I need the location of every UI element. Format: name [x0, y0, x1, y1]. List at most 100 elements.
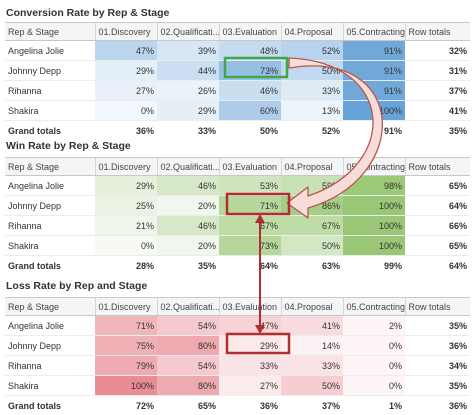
rep-name: Johnny Depp [5, 61, 95, 81]
value-cell[interactable]: 50% [281, 376, 343, 396]
value-cell[interactable]: 50% [281, 236, 343, 256]
value-cell[interactable]: 100% [343, 216, 405, 236]
col-header-rep[interactable]: Rep & Stage [5, 158, 95, 176]
value-cell[interactable]: 0% [343, 356, 405, 376]
value-cell[interactable]: 21% [95, 216, 157, 236]
value-cell[interactable]: 98% [343, 176, 405, 196]
value-cell[interactable]: 100% [343, 236, 405, 256]
value-cell[interactable]: 91% [343, 81, 405, 101]
value-cell[interactable]: 73% [219, 236, 281, 256]
value-cell[interactable]: 47% [219, 316, 281, 336]
value-cell[interactable]: 39% [157, 41, 219, 61]
col-header-row-totals[interactable]: Row totals [405, 298, 470, 316]
value-cell[interactable]: 50% [281, 61, 343, 81]
loss-rate-table: Rep & Stage 01.Discovery 02.Qualificati.… [5, 297, 470, 415]
value-cell[interactable]: 29% [95, 61, 157, 81]
col-header-proposal[interactable]: 04.Proposal [281, 23, 343, 41]
rep-name: Shakira [5, 101, 95, 121]
rep-name: Shakira [5, 236, 95, 256]
value-cell[interactable]: 0% [95, 236, 157, 256]
value-cell[interactable]: 86% [281, 196, 343, 216]
value-cell[interactable]: 67% [281, 216, 343, 236]
col-header-proposal[interactable]: 04.Proposal [281, 298, 343, 316]
value-cell[interactable]: 46% [157, 216, 219, 236]
value-cell[interactable]: 54% [157, 356, 219, 376]
value-cell[interactable]: 100% [95, 376, 157, 396]
value-cell[interactable]: 100% [343, 196, 405, 216]
value-cell[interactable]: 100% [343, 101, 405, 121]
value-cell[interactable]: 71% [219, 196, 281, 216]
value-cell[interactable]: 33% [219, 356, 281, 376]
value-cell[interactable]: 47% [95, 41, 157, 61]
value-cell[interactable]: 14% [281, 336, 343, 356]
value-cell[interactable]: 33% [281, 356, 343, 376]
win-rate-table: Rep & Stage 01.Discovery 02.Qualificati.… [5, 157, 470, 275]
value-cell[interactable]: 41% [281, 316, 343, 336]
value-cell[interactable]: 27% [219, 376, 281, 396]
col-header-evaluation[interactable]: 03.Evaluation [219, 158, 281, 176]
value-cell[interactable]: 73% [219, 61, 281, 81]
table-row: Shakira 100% 80% 27% 50% 0% 35% [5, 376, 470, 396]
value-cell[interactable]: 60% [219, 101, 281, 121]
value-cell[interactable]: 91% [343, 61, 405, 81]
value-cell[interactable]: 26% [157, 81, 219, 101]
col-header-discovery[interactable]: 01.Discovery [95, 158, 157, 176]
col-header-qualification[interactable]: 02.Qualificati... [157, 23, 219, 41]
value-cell[interactable]: 20% [157, 236, 219, 256]
value-cell[interactable]: 91% [343, 41, 405, 61]
value-cell[interactable]: 13% [281, 101, 343, 121]
col-header-rep[interactable]: Rep & Stage [5, 23, 95, 41]
value-cell[interactable]: 79% [95, 356, 157, 376]
value-cell[interactable]: 54% [157, 316, 219, 336]
col-header-contracting[interactable]: 05.Contracting [343, 298, 405, 316]
rep-name: Rihanna [5, 81, 95, 101]
value-cell[interactable]: 71% [95, 316, 157, 336]
col-header-evaluation[interactable]: 03.Evaluation [219, 23, 281, 41]
value-cell[interactable]: 59% [281, 176, 343, 196]
col-header-evaluation[interactable]: 03.Evaluation [219, 298, 281, 316]
col-header-qualification[interactable]: 02.Qualificati... [157, 158, 219, 176]
col-header-row-totals[interactable]: Row totals [405, 158, 470, 176]
grand-total-cell: 28% [95, 256, 157, 276]
header-row: Rep & Stage 01.Discovery 02.Qualificati.… [5, 23, 470, 41]
grand-total-cell: 72% [95, 396, 157, 415]
col-header-discovery[interactable]: 01.Discovery [95, 298, 157, 316]
col-header-contracting[interactable]: 05.Contracting [343, 158, 405, 176]
rep-name: Angelina Jolie [5, 41, 95, 61]
col-header-proposal[interactable]: 04.Proposal [281, 158, 343, 176]
col-header-rep[interactable]: Rep & Stage [5, 298, 95, 316]
col-header-contracting[interactable]: 05.Contracting [343, 23, 405, 41]
grand-total-cell: 1% [343, 396, 405, 415]
value-cell[interactable]: 80% [157, 376, 219, 396]
value-cell[interactable]: 2% [343, 316, 405, 336]
value-cell[interactable]: 80% [157, 336, 219, 356]
col-header-discovery[interactable]: 01.Discovery [95, 23, 157, 41]
value-cell[interactable]: 25% [95, 196, 157, 216]
conversion-rate-title: Conversion Rate by Rep & Stage [6, 7, 169, 19]
value-cell[interactable]: 52% [281, 41, 343, 61]
value-cell[interactable]: 33% [281, 81, 343, 101]
value-cell[interactable]: 67% [219, 216, 281, 236]
value-cell[interactable]: 29% [157, 101, 219, 121]
grand-total-cell: 36% [219, 396, 281, 415]
value-cell[interactable]: 27% [95, 81, 157, 101]
col-header-row-totals[interactable]: Row totals [405, 23, 470, 41]
value-cell[interactable]: 0% [343, 336, 405, 356]
table-row: Rihanna 79% 54% 33% 33% 0% 34% [5, 356, 470, 376]
rep-name: Johnny Depp [5, 336, 95, 356]
value-cell[interactable]: 75% [95, 336, 157, 356]
value-cell[interactable]: 20% [157, 196, 219, 216]
value-cell[interactable]: 46% [219, 81, 281, 101]
value-cell[interactable]: 29% [219, 336, 281, 356]
col-header-qualification[interactable]: 02.Qualificati... [157, 298, 219, 316]
grand-total-cell: 99% [343, 256, 405, 276]
value-cell[interactable]: 53% [219, 176, 281, 196]
row-total-cell: 65% [405, 176, 470, 196]
grand-total-overall: 36% [405, 396, 470, 415]
value-cell[interactable]: 0% [95, 101, 157, 121]
value-cell[interactable]: 48% [219, 41, 281, 61]
value-cell[interactable]: 0% [343, 376, 405, 396]
value-cell[interactable]: 29% [95, 176, 157, 196]
value-cell[interactable]: 44% [157, 61, 219, 81]
value-cell[interactable]: 46% [157, 176, 219, 196]
